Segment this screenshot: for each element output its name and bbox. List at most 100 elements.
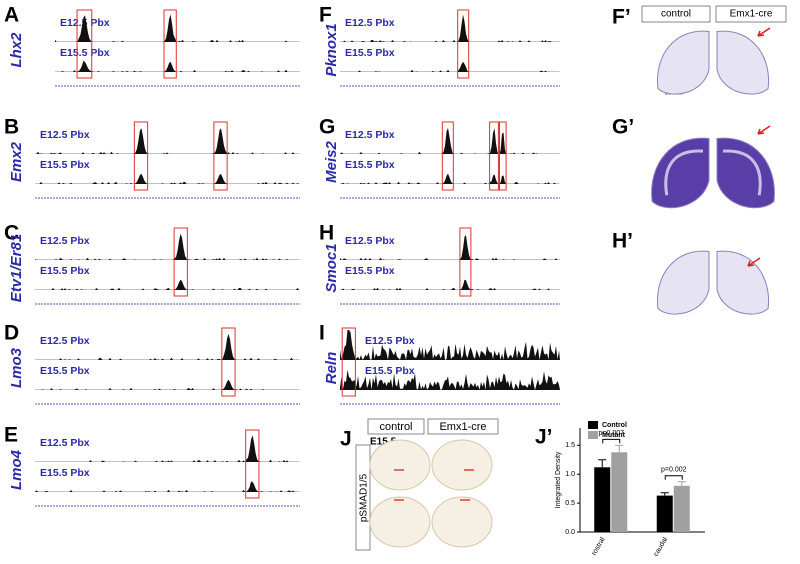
panel-letter: I (319, 322, 325, 345)
p-value: p=0.002 (661, 467, 687, 474)
section-inner (664, 149, 704, 196)
error-bar (677, 481, 686, 486)
gene-label: Meis2 (323, 141, 340, 183)
panel-letter: J (340, 428, 352, 451)
panel-letter: H’ (612, 230, 633, 253)
panel-letter: J’ (535, 426, 553, 449)
stained-section (369, 496, 431, 548)
x-tick-label: caudal (653, 536, 670, 558)
gene-label: Lhx2 (8, 32, 25, 68)
error-bar (615, 444, 624, 453)
track-signal (340, 330, 560, 360)
panel-letter: D (4, 322, 19, 345)
column-box (427, 418, 499, 435)
peak-box (163, 9, 177, 79)
y-tick-label: 0.0 (565, 529, 575, 536)
peak-box (457, 9, 470, 79)
track-label: E12.5 Pbx (365, 335, 415, 347)
track-signal (35, 279, 300, 290)
column-box (641, 5, 711, 23)
peak-box (499, 121, 507, 191)
gene-label: Pknox1 (323, 23, 340, 76)
significance-bracket (602, 438, 621, 444)
panel-letter: F’ (612, 6, 631, 29)
track-label: E12.5 Pbx (40, 129, 90, 141)
gene-label: Emx2 (8, 141, 25, 182)
track-signal (340, 127, 560, 154)
track-label: E15.5 Pbx (345, 265, 395, 277)
arrow (757, 27, 771, 37)
track-label: E12.5 Pbx (40, 437, 90, 449)
column-box (367, 418, 425, 435)
track-signal (340, 173, 560, 184)
panel-letter: B (4, 116, 19, 139)
track-label: E12.5 Pbx (40, 235, 90, 247)
bar (673, 485, 690, 532)
x-tick-label: rostral (591, 536, 607, 557)
track-label: E15.5 Pbx (40, 265, 90, 277)
section (651, 137, 710, 209)
track-signal (55, 60, 300, 72)
section (656, 30, 710, 95)
y-axis-label: Integrated Density (555, 451, 562, 508)
section-inner (722, 149, 762, 196)
stage-label: E15.5 (370, 437, 397, 448)
legend-swatch (588, 421, 598, 429)
peak-box (133, 121, 149, 191)
column-label: Emx1-cre (439, 421, 486, 433)
bar (656, 495, 673, 532)
peak-box (459, 227, 472, 297)
peak-box (341, 327, 356, 397)
track-signal (35, 174, 300, 184)
column-label: Emx1-cre (730, 9, 773, 20)
panel-letter: F (319, 4, 332, 27)
peak-box (489, 121, 499, 191)
track-label: E12.5 Pbx (345, 17, 395, 29)
column-box (715, 5, 787, 23)
panel-letter: E (4, 424, 18, 447)
track-label: E15.5 Pbx (365, 365, 415, 377)
peak-box (76, 9, 93, 79)
section (716, 137, 775, 209)
track-signal (340, 279, 560, 290)
gene-label: Lmo4 (8, 449, 25, 490)
p-value: p=0.007 (599, 430, 625, 437)
legend-label: Control (602, 422, 627, 429)
section (716, 250, 770, 315)
column-label: control (379, 421, 412, 433)
track-signal (55, 14, 300, 42)
section (716, 30, 770, 95)
y-tick-label: 1.0 (565, 471, 575, 478)
track-label: E15.5 Pbx (60, 47, 110, 59)
panel-letter: G (319, 116, 335, 139)
significance-bracket (664, 475, 683, 480)
track-label: E15.5 Pbx (40, 467, 90, 479)
gene-label: Smoc1 (323, 243, 340, 292)
panel-letter: A (4, 4, 19, 27)
arrow (747, 257, 761, 267)
track-signal (35, 481, 300, 492)
peak-box (221, 327, 236, 397)
peak-box (213, 121, 228, 191)
gene-label: Etv1/Er81 (8, 234, 25, 302)
y-tick-label: 0.5 (565, 500, 575, 507)
error-bar (660, 492, 669, 496)
peak-box (173, 227, 188, 297)
track-label: E15.5 Pbx (345, 47, 395, 59)
bar (611, 452, 628, 532)
track-label: E12.5 Pbx (40, 335, 90, 347)
stain-box (355, 444, 371, 551)
peak-box (245, 429, 260, 499)
gene-label: Reln (323, 352, 340, 385)
gene-label: Lmo3 (8, 347, 25, 388)
track-signal (340, 61, 560, 72)
peak-box (441, 121, 454, 191)
error-bar (598, 459, 607, 468)
track-label: E15.5 Pbx (40, 159, 90, 171)
section (656, 250, 710, 315)
track-signal (35, 379, 300, 390)
stained-section (431, 439, 493, 491)
stained-section (431, 496, 493, 548)
legend-swatch (588, 431, 598, 439)
